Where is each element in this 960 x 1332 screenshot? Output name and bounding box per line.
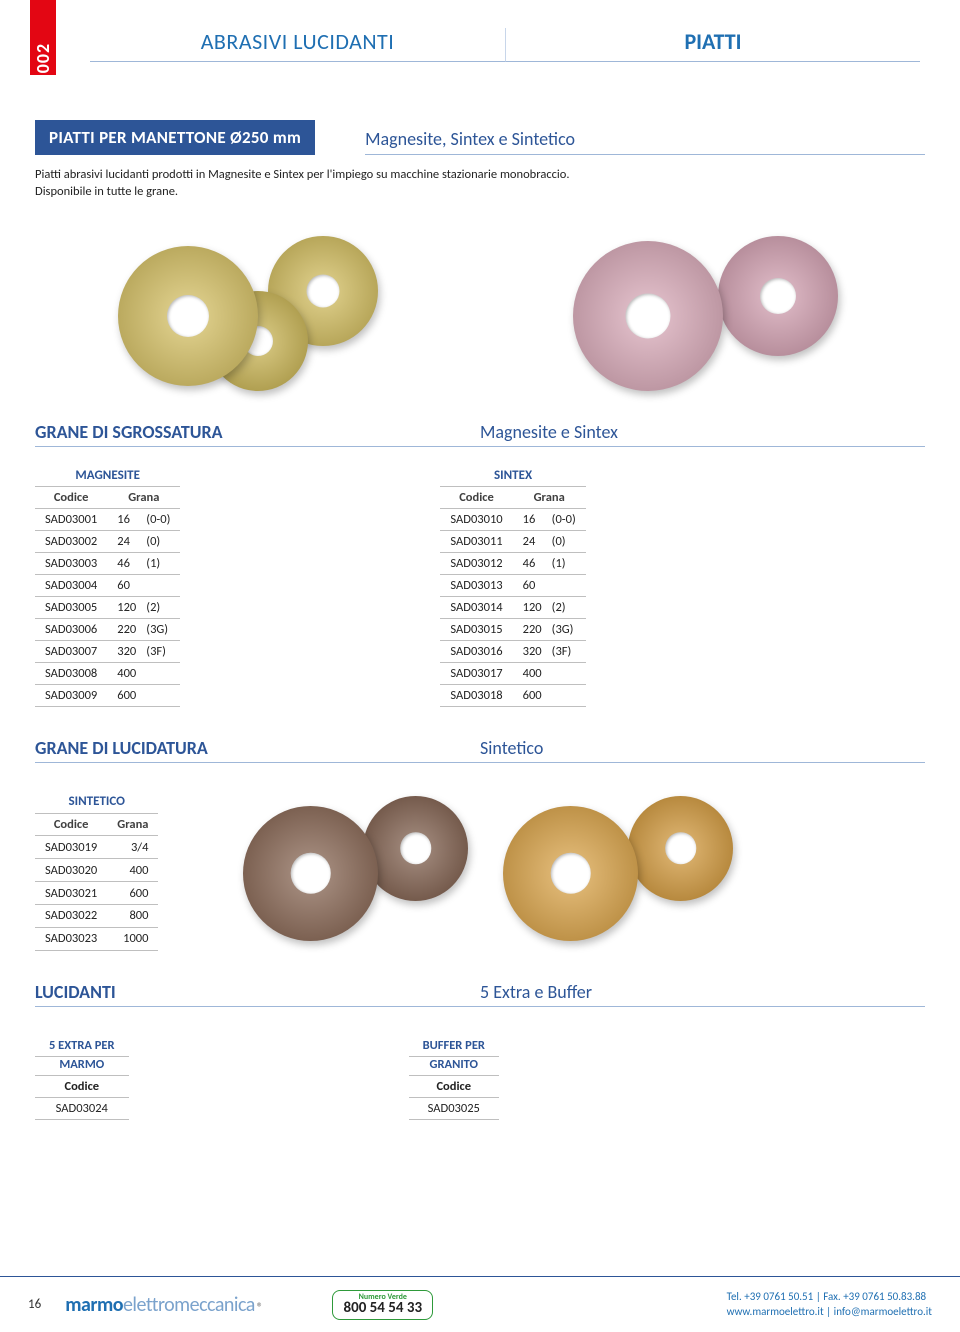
brand-logo: marmoelettromeccanica® <box>65 1293 262 1317</box>
table-row: SAD03018600 <box>440 684 585 706</box>
description-line-2: Disponibile in tutte le grane. <box>35 184 675 201</box>
table-row: SAD03016320(3F) <box>440 640 585 662</box>
table-row: SAD030193/4 <box>35 836 158 859</box>
table-row: SAD03021600 <box>35 882 158 905</box>
table-row: SAD03022800 <box>35 905 158 928</box>
page-footer: 16 marmoelettromeccanica® Numero Verde 8… <box>0 1276 960 1332</box>
table-row: SAD0301124(0) <box>440 530 585 552</box>
magnesite-table: MAGNESITE CodiceGrana SAD0300116(0-0)SAD… <box>35 465 180 707</box>
table-row: SAD03020400 <box>35 859 158 882</box>
table-row: SAD03008400 <box>35 662 180 684</box>
contact-info: Tel. +39 0761 50.51 | Fax. +39 0761 50.8… <box>727 1290 932 1320</box>
table-row: SAD0300346(1) <box>35 552 180 574</box>
section3-right: 5 Extra e Buffer <box>480 981 925 1007</box>
description-line-1: Piatti abrasivi lucidanti prodotti in Ma… <box>35 167 675 184</box>
extra-table: 5 EXTRA PER MARMO Codice SAD03024 <box>35 1035 129 1120</box>
product-subtitle: Magnesite, Sintex e Sintetico <box>365 128 925 155</box>
table-row: SAD030231000 <box>35 927 158 950</box>
header-left: ABRASIVI LUCIDANTI <box>90 28 505 62</box>
product-images-row-1 <box>35 231 925 391</box>
page-header: ABRASIVI LUCIDANTI PIATTI <box>90 28 920 62</box>
table-row: SAD03007320(3F) <box>35 640 180 662</box>
section1-right: Magnesite e Sintex <box>480 421 925 447</box>
table-row: SAD0300460 <box>35 574 180 596</box>
buffer-table: BUFFER PER GRANITO Codice SAD03025 <box>409 1035 499 1120</box>
discs-yellow-group <box>98 231 418 391</box>
table-row: SAD03006220(3G) <box>35 618 180 640</box>
table-row: SAD03014120(2) <box>440 596 585 618</box>
sintetico-table: SINTETICO CodiceGrana SAD030193/4SAD0302… <box>35 791 158 951</box>
section3-left: LUCIDANTI <box>35 981 480 1007</box>
table-row: SAD03009600 <box>35 684 180 706</box>
table-row: SAD0300224(0) <box>35 530 180 552</box>
table-row: SAD03017400 <box>440 662 585 684</box>
page-number: 16 <box>28 1297 41 1312</box>
section2-left: GRANE DI LUCIDATURA <box>35 737 480 763</box>
discs-bottom-group <box>238 791 758 951</box>
table-row: SAD0301246(1) <box>440 552 585 574</box>
toll-free-box: Numero Verde 800 54 54 33 <box>332 1290 433 1320</box>
table-row: SAD03015220(3G) <box>440 618 585 640</box>
section2-right: Sintetico <box>480 737 925 763</box>
table-row: SAD0301360 <box>440 574 585 596</box>
table-row: SAD0300116(0-0) <box>35 508 180 530</box>
discs-pink-group <box>543 231 863 391</box>
section-tab: 002 <box>30 0 56 75</box>
product-title: PIATTI PER MANETTONE Ø250 mm <box>35 120 315 155</box>
sintex-table: SINTEX CodiceGrana SAD0301016(0-0)SAD030… <box>440 465 585 707</box>
header-right: PIATTI <box>505 28 920 62</box>
table-row: SAD0301016(0-0) <box>440 508 585 530</box>
table-row: SAD03005120(2) <box>35 596 180 618</box>
section1-left: GRANE DI SGROSSATURA <box>35 421 480 447</box>
